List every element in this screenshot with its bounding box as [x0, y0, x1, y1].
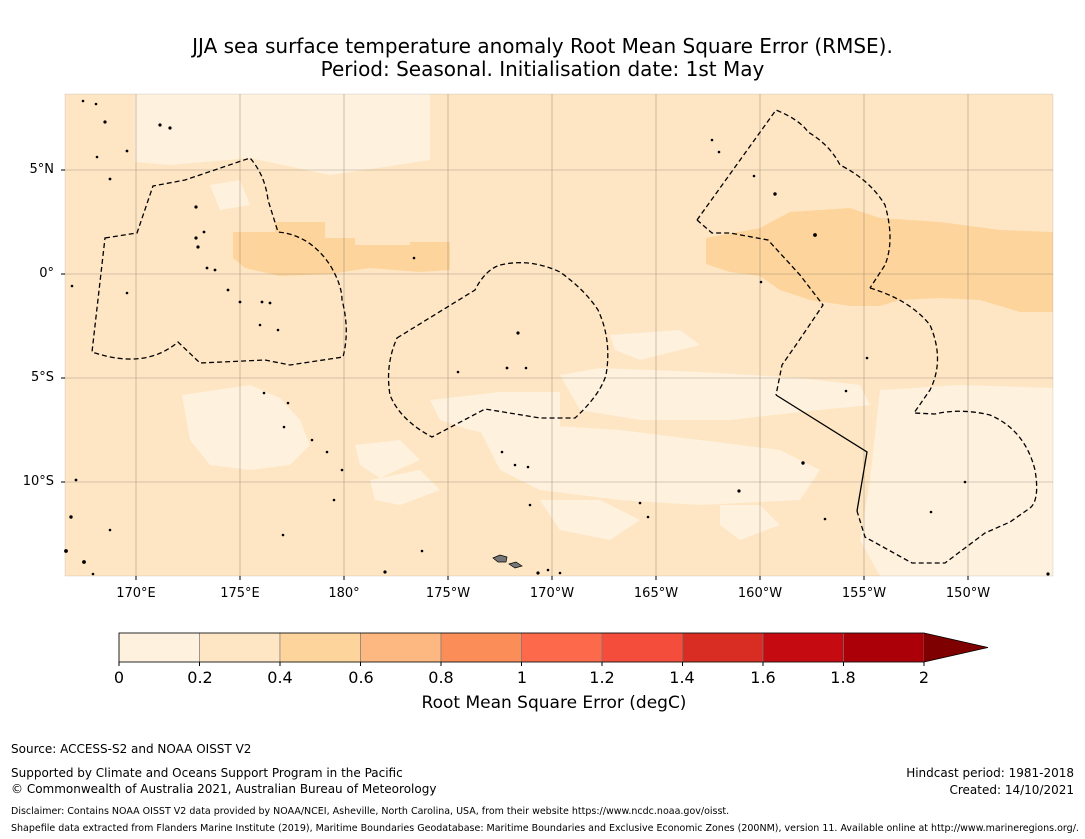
colorbar — [118, 632, 989, 666]
colorbar-tick-label: 2 — [918, 668, 930, 687]
lat-label-10s: 10°S — [22, 474, 54, 489]
solid-boundary-segment — [775, 394, 868, 512]
colorbar-tick-label: 1.8 — [830, 668, 856, 687]
islands — [64, 99, 1050, 576]
chart-title-line-2: Period: Seasonal. Initialisation date: 1… — [320, 57, 765, 81]
colorbar-tick-label: 0.8 — [428, 668, 454, 687]
copyright-text: © Commonwealth of Australia 2021, Austra… — [11, 782, 437, 796]
supported-text: Supported by Climate and Oceans Support … — [11, 766, 403, 780]
colorbar-bin — [279, 632, 361, 663]
colorbar-bin — [440, 632, 522, 663]
lon-label-170w: 170°W — [529, 586, 575, 601]
eez-boundaries — [91, 109, 1038, 564]
colorbar-bin — [843, 632, 925, 663]
colorbar-extend-arrow — [924, 633, 988, 662]
lon-label-155w: 155°W — [841, 586, 887, 601]
lon-label-170e: 170°E — [116, 586, 156, 601]
samoa-islands — [492, 554, 523, 569]
chart-title-line-1: JJA sea surface temperature anomaly Root… — [192, 34, 893, 58]
eez-kiribati-line-south — [856, 287, 1038, 564]
map-frame — [64, 93, 1054, 577]
shapefile-credit: Shapefile data extracted from Flanders M… — [11, 823, 1079, 834]
colorbar-tick-label: 0.4 — [267, 668, 293, 687]
colorbar-tick-label: 0.2 — [187, 668, 213, 687]
colorbar-bin — [360, 632, 442, 663]
colorbar-outline — [118, 632, 989, 663]
disclaimer-text: Disclaimer: Contains NOAA OISST V2 data … — [11, 806, 730, 817]
lon-label-175w: 175°W — [425, 586, 471, 601]
eez-kiribati-gilbert — [91, 157, 347, 366]
lat-label-5n: 5°N — [29, 162, 55, 177]
lat-label-0: 0° — [39, 266, 54, 281]
lon-label-165w: 165°W — [633, 586, 679, 601]
colorbar-label: Root Mean Square Error (degC) — [421, 693, 687, 713]
colorbar-bin — [682, 632, 764, 663]
created-date: Created: 14/10/2021 — [949, 783, 1074, 797]
graticule — [65, 94, 1053, 576]
lon-label-150w: 150°W — [945, 586, 991, 601]
colorbar-tick-label: 0 — [113, 668, 125, 687]
high-rmse-band — [233, 208, 1053, 312]
colorbar-bin — [521, 632, 603, 663]
eez-kiribati-line-north — [696, 109, 891, 289]
colorbar-bin — [118, 632, 200, 663]
lon-label-160w: 160°W — [737, 586, 783, 601]
lat-label-5s: 5°S — [30, 370, 54, 385]
colorbar-bin — [199, 632, 281, 663]
lon-label-180: 180° — [328, 586, 360, 601]
hindcast-period: Hindcast period: 1981-2018 — [906, 766, 1074, 780]
eez-kiribati-phoenix — [387, 262, 609, 438]
colorbar-bin — [601, 632, 683, 663]
lon-label-175e: 175°E — [220, 586, 260, 601]
colorbar-tick-label: 1.2 — [589, 668, 615, 687]
colorbar-tick-label: 1.4 — [669, 668, 695, 687]
source-text: Source: ACCESS-S2 and NOAA OISST V2 — [11, 742, 252, 756]
colorbar-tick-label: 1 — [516, 668, 528, 687]
eez-kiribati-line-split — [696, 219, 824, 396]
axis-ticks — [61, 169, 969, 580]
low-rmse-patches — [135, 94, 1053, 576]
colorbar-tick-label: 1.6 — [750, 668, 776, 687]
colorbar-bin — [762, 632, 844, 663]
colorbar-tick-label: 0.6 — [348, 668, 374, 687]
